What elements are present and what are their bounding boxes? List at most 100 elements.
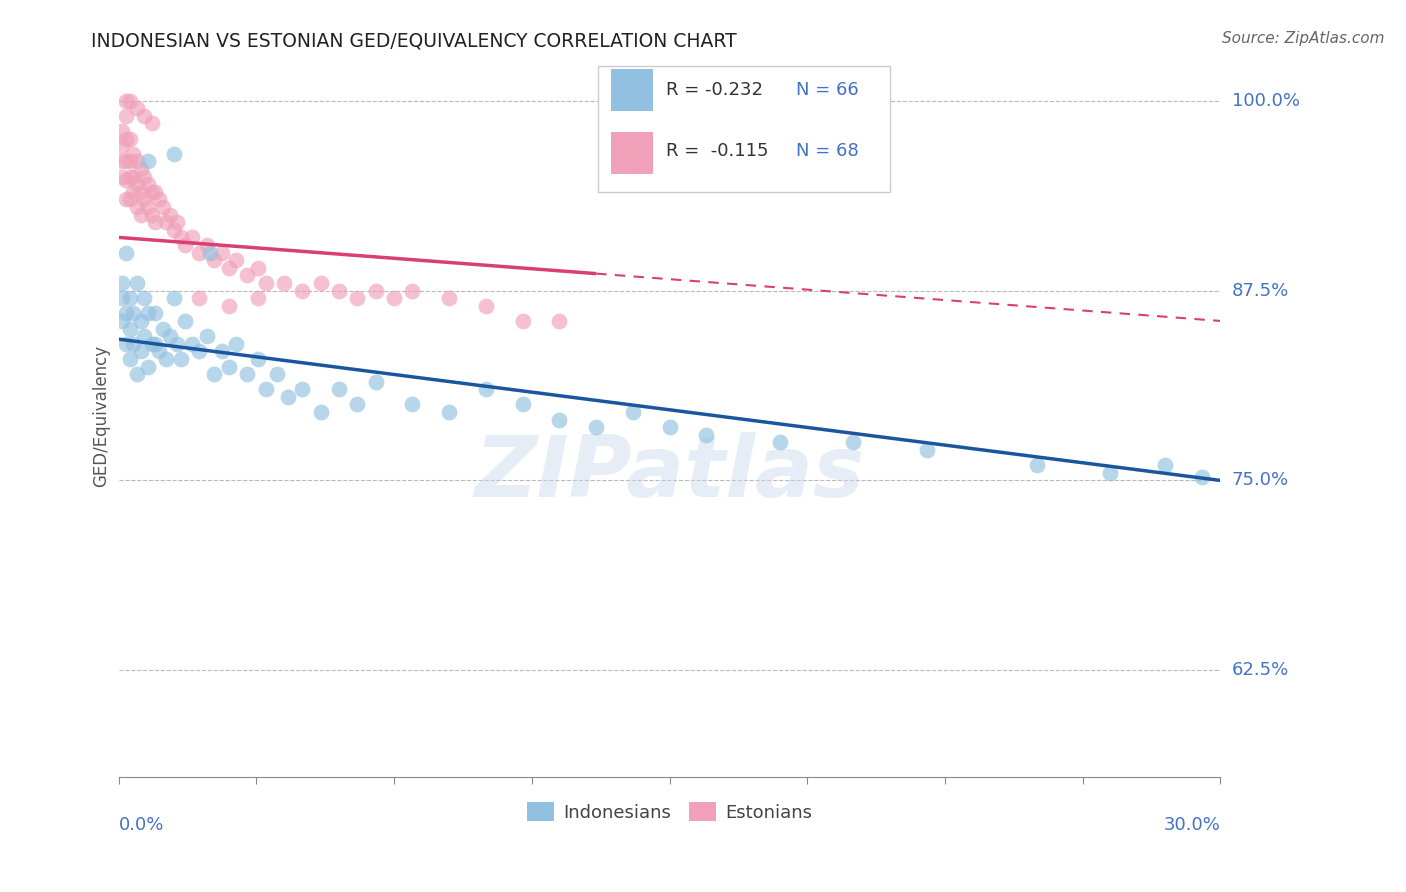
Point — [122, 336, 145, 351]
Point — [115, 109, 138, 123]
Point — [122, 146, 145, 161]
Point — [621, 405, 644, 419]
Point — [328, 382, 350, 396]
Point — [475, 299, 498, 313]
Point — [166, 215, 188, 229]
Legend: Indonesians, Estonians: Indonesians, Estonians — [520, 795, 820, 829]
Point — [115, 94, 138, 108]
Point — [218, 260, 240, 275]
Point — [401, 284, 423, 298]
Point — [842, 435, 865, 450]
Point — [512, 314, 534, 328]
Point — [145, 336, 167, 351]
Point — [247, 351, 270, 366]
Point — [277, 390, 299, 404]
Point — [1191, 470, 1213, 484]
Text: R = -0.232: R = -0.232 — [666, 81, 763, 99]
Point — [115, 336, 138, 351]
Point — [111, 154, 134, 169]
Point — [115, 154, 138, 169]
Point — [225, 336, 247, 351]
Point — [111, 169, 134, 184]
Point — [125, 101, 148, 115]
Point — [118, 351, 141, 366]
Point — [125, 154, 148, 169]
Text: 100.0%: 100.0% — [1232, 92, 1299, 110]
Point — [141, 336, 163, 351]
Point — [122, 185, 145, 199]
Point — [382, 291, 405, 305]
FancyBboxPatch shape — [598, 66, 890, 192]
Point — [1154, 458, 1177, 473]
Point — [152, 200, 174, 214]
Point — [254, 382, 277, 396]
Point — [134, 193, 156, 207]
Point — [291, 284, 314, 298]
Point — [437, 291, 460, 305]
Point — [122, 169, 145, 184]
Point — [118, 169, 141, 184]
Point — [115, 131, 138, 145]
Point — [202, 253, 225, 268]
Point — [548, 412, 571, 426]
Point — [136, 200, 159, 214]
Point — [115, 306, 138, 320]
Point — [134, 329, 156, 343]
Point — [695, 428, 717, 442]
Text: Source: ZipAtlas.com: Source: ZipAtlas.com — [1222, 31, 1385, 46]
Point — [111, 276, 134, 290]
Point — [188, 245, 211, 260]
Point — [129, 185, 152, 199]
Point — [163, 223, 186, 237]
Point — [129, 314, 152, 328]
Point — [247, 291, 270, 305]
Point — [364, 375, 387, 389]
Point — [111, 124, 134, 138]
Point — [181, 336, 204, 351]
Point — [136, 306, 159, 320]
Point — [166, 336, 188, 351]
Text: ZIPatlas: ZIPatlas — [474, 432, 865, 515]
Point — [134, 291, 156, 305]
Point — [291, 382, 314, 396]
Point — [134, 109, 156, 123]
Point — [125, 367, 148, 381]
Point — [148, 193, 170, 207]
Point — [145, 185, 167, 199]
Text: R =  -0.115: R = -0.115 — [666, 142, 769, 160]
Point — [309, 276, 332, 290]
Point — [236, 367, 259, 381]
Text: 30.0%: 30.0% — [1164, 816, 1220, 834]
Point — [118, 154, 141, 169]
Point — [152, 321, 174, 335]
Point — [170, 351, 193, 366]
Point — [915, 443, 938, 458]
Point — [163, 291, 186, 305]
Text: 62.5%: 62.5% — [1232, 661, 1289, 680]
Point — [225, 253, 247, 268]
Point — [218, 299, 240, 313]
Bar — [612, 69, 652, 111]
Point — [247, 260, 270, 275]
Text: 87.5%: 87.5% — [1232, 282, 1289, 300]
Point — [437, 405, 460, 419]
Point — [159, 329, 181, 343]
Point — [115, 193, 138, 207]
Text: N = 68: N = 68 — [796, 142, 859, 160]
Y-axis label: GED/Equivalency: GED/Equivalency — [93, 345, 110, 487]
Point — [364, 284, 387, 298]
Point — [512, 397, 534, 411]
Point — [346, 291, 368, 305]
Point — [145, 215, 167, 229]
Point — [328, 284, 350, 298]
Point — [125, 178, 148, 192]
Point — [170, 230, 193, 244]
Point — [236, 268, 259, 283]
Point — [155, 351, 177, 366]
Point — [585, 420, 607, 434]
Point — [475, 382, 498, 396]
Point — [148, 344, 170, 359]
Point — [141, 116, 163, 130]
Point — [266, 367, 288, 381]
Point — [141, 185, 163, 199]
